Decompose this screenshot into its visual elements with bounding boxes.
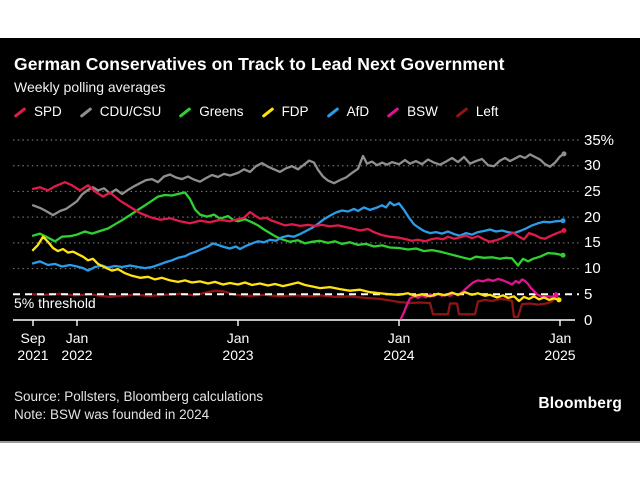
y-tick-label-0: 0 (584, 311, 593, 329)
series-line-left (31, 289, 558, 319)
legend-item-left: Left (455, 104, 499, 119)
legend: SPD CDU/CSU Greens FDP AfD BSW Left (13, 104, 498, 119)
x-tick-label-jan-2024: Jan 2024 (383, 330, 415, 363)
note-line: Note: BSW was founded in 2024 (14, 406, 210, 422)
y-tick-label-35: 35% (584, 131, 615, 149)
legend-item-cducsu: CDU/CSU (79, 104, 162, 119)
legend-label: FDP (281, 104, 309, 119)
series-end-dot-bsw (553, 292, 559, 298)
chart-card: German Conservatives on Track to Lead Ne… (0, 38, 640, 443)
bloomberg-logo: Bloomberg (538, 395, 622, 412)
series-end-dot-greens (560, 252, 566, 258)
y-tick-label-25: 25 (584, 182, 601, 200)
x-tick-label-sep-2021: Sep 2021 (17, 330, 49, 363)
series-line-fdp (31, 235, 561, 303)
legend-label: AfD (346, 104, 370, 119)
series-line-bsw (399, 277, 558, 320)
y-tick-label-5: 5 (584, 285, 593, 303)
legend-label: Left (475, 104, 499, 119)
x-tick-label-jan-2023: Jan 2023 (222, 330, 254, 363)
source-note-block: Source: Pollsters, Bloomberg calculation… (14, 388, 263, 423)
x-tick-label-jan-2025: Jan 2025 (544, 330, 576, 363)
legend-item-spd: SPD (13, 104, 62, 119)
y-tick-label-30: 30 (584, 157, 601, 175)
legend-label: CDU/CSU (99, 104, 162, 119)
series-line-greens (31, 191, 565, 267)
legend-item-afd: AfD (326, 104, 370, 119)
threshold-label: 5% threshold (14, 295, 96, 311)
chart-title: German Conservatives on Track to Lead Ne… (14, 54, 505, 74)
y-tick-label-15: 15 (584, 234, 601, 252)
series-end-dot-afd (560, 218, 566, 224)
series-line-cducsu (31, 152, 566, 217)
y-tick-label-20: 20 (584, 208, 601, 226)
series-end-dot-fdp (556, 297, 562, 303)
series-line-afd (31, 201, 565, 272)
legend-label: SPD (34, 104, 62, 119)
legend-label: Greens (199, 104, 244, 119)
plot-area (13, 139, 579, 326)
series-line-spd (31, 181, 566, 243)
chart-subtitle: Weekly polling averages (14, 79, 166, 95)
legend-item-fdp: FDP (261, 104, 309, 119)
series-end-dot-spd (561, 228, 567, 233)
series-end-dot-cducsu (561, 151, 567, 157)
legend-item-bsw: BSW (386, 104, 438, 119)
y-tick-label-10: 10 (584, 260, 601, 278)
legend-label: BSW (407, 104, 438, 119)
x-tick-label-jan-2022: Jan 2022 (61, 330, 93, 363)
legend-item-greens: Greens (178, 104, 244, 119)
source-line: Source: Pollsters, Bloomberg calculation… (14, 389, 264, 404)
